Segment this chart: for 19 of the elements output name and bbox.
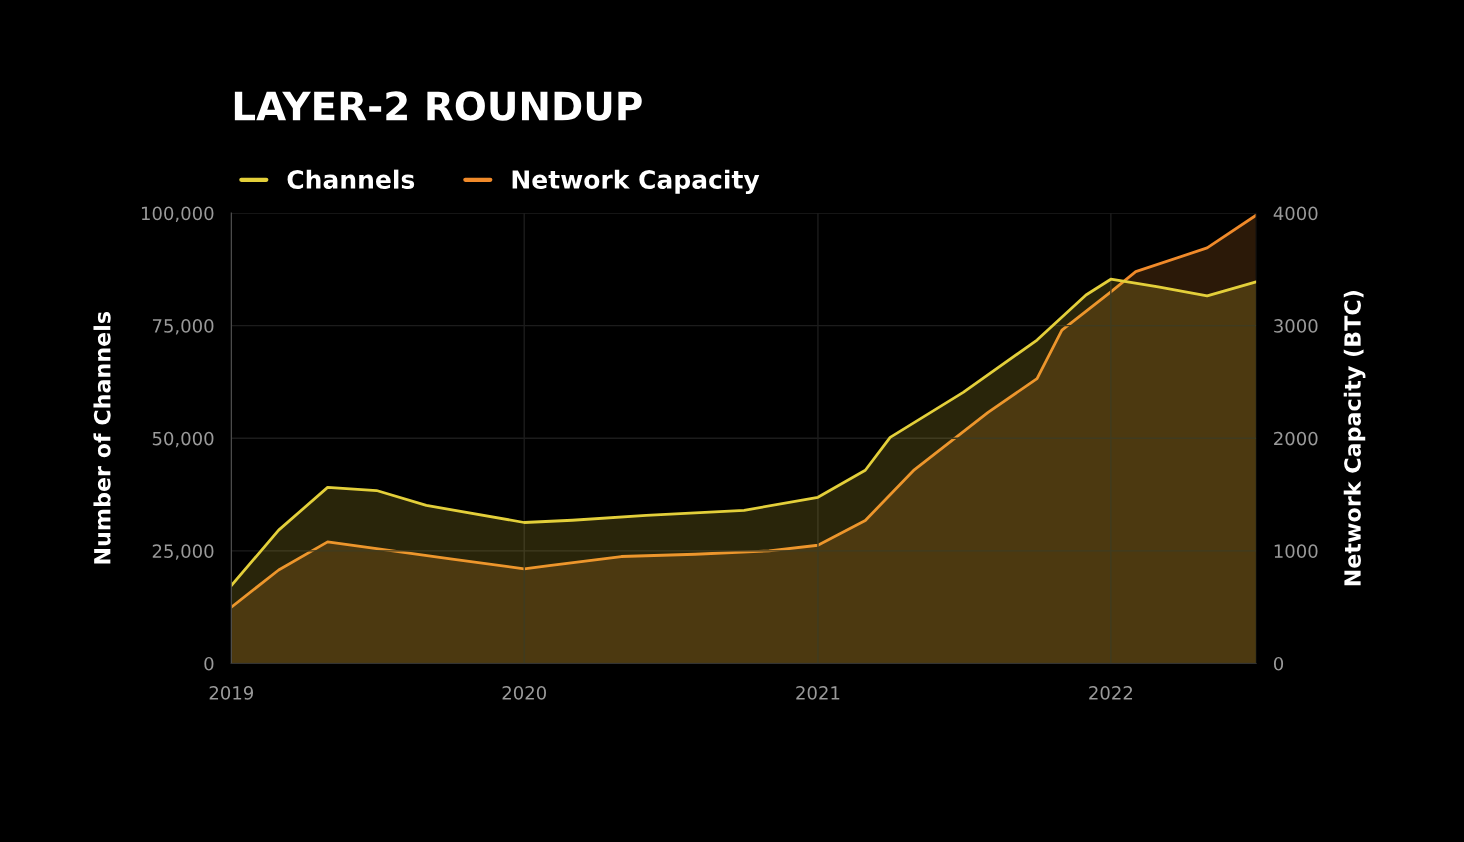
y2-axis-title: Network Capacity (BTC) <box>1343 291 1366 586</box>
y-tick-label: 25,000 <box>152 544 214 560</box>
legend-label: Channels <box>287 169 415 189</box>
y-tick-label: 75,000 <box>152 319 214 335</box>
y2-tick-label: 0 <box>1273 656 1284 671</box>
chart-title: LAYER-2 ROUNDUP <box>234 91 642 121</box>
y-tick-label: 0 <box>204 656 214 671</box>
legend-label: Network Capacity <box>512 169 760 195</box>
y2-tick-label: 2000 <box>1274 431 1318 446</box>
y2-tick-label: 1000 <box>1274 544 1318 558</box>
x-tick-label: 2022 <box>1089 686 1133 700</box>
y2-tick-label: 3000 <box>1274 319 1318 333</box>
x-tick-label: 2020 <box>502 686 546 700</box>
y2-tick-label: 4000 <box>1273 206 1318 221</box>
y-tick-label: 100,000 <box>141 206 214 222</box>
x-tick-label: 2021 <box>796 686 840 700</box>
y-tick-label: 50,000 <box>152 431 214 448</box>
x-tick-label: 2019 <box>209 686 254 700</box>
y-axis-title: Number of Channels <box>93 312 111 564</box>
